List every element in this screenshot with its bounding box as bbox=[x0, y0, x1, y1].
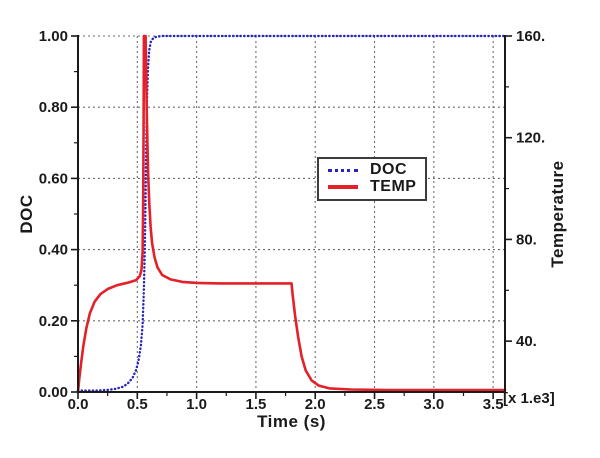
x-axis-title: Time (s) bbox=[257, 412, 326, 431]
y-right-tick-label: 120. bbox=[516, 130, 545, 147]
x-tick-label: 0.5 bbox=[127, 396, 148, 413]
legend-entry-doc: DOC bbox=[328, 162, 419, 178]
y-left-tick-label: 0.00 bbox=[39, 384, 68, 401]
y-left-tick-label: 0.40 bbox=[39, 242, 68, 259]
y-right-tick-label: 80. bbox=[516, 231, 537, 248]
x-tick-label: 0.0 bbox=[68, 396, 89, 413]
y-left-tick-label: 0.80 bbox=[39, 99, 68, 116]
y-left-tick-label: 1.00 bbox=[39, 28, 68, 45]
legend-entry-temp: TEMP bbox=[328, 179, 419, 195]
x-tick-label: 2.0 bbox=[305, 396, 326, 413]
temp-line-sample-icon bbox=[328, 185, 358, 189]
y-left-tick-label: 0.20 bbox=[39, 313, 68, 330]
right-axis-title: Temperature bbox=[548, 160, 567, 268]
y-left-tick-label: 0.60 bbox=[39, 170, 68, 187]
x-tick-label: 1.0 bbox=[186, 396, 207, 413]
x-tick-label: 2.5 bbox=[364, 396, 385, 413]
left-axis-title: DOC bbox=[17, 194, 36, 234]
legend-label-doc: DOC bbox=[370, 161, 408, 178]
legend-label-temp: TEMP bbox=[370, 178, 417, 195]
x-tick-label: 3.5 bbox=[483, 396, 504, 413]
series-temp bbox=[76, 34, 507, 394]
y-right-tick-label: 160. bbox=[516, 28, 545, 45]
series-doc bbox=[76, 34, 507, 392]
x-tick-label: 1.5 bbox=[245, 396, 266, 413]
x-axis-multiplier-label: [x 1.e3] bbox=[503, 390, 555, 407]
legend: DOC TEMP bbox=[317, 157, 427, 201]
x-tick-label: 3.0 bbox=[423, 396, 444, 413]
y-right-tick-label: 40. bbox=[516, 333, 537, 350]
doc-line-sample-icon bbox=[328, 168, 358, 172]
